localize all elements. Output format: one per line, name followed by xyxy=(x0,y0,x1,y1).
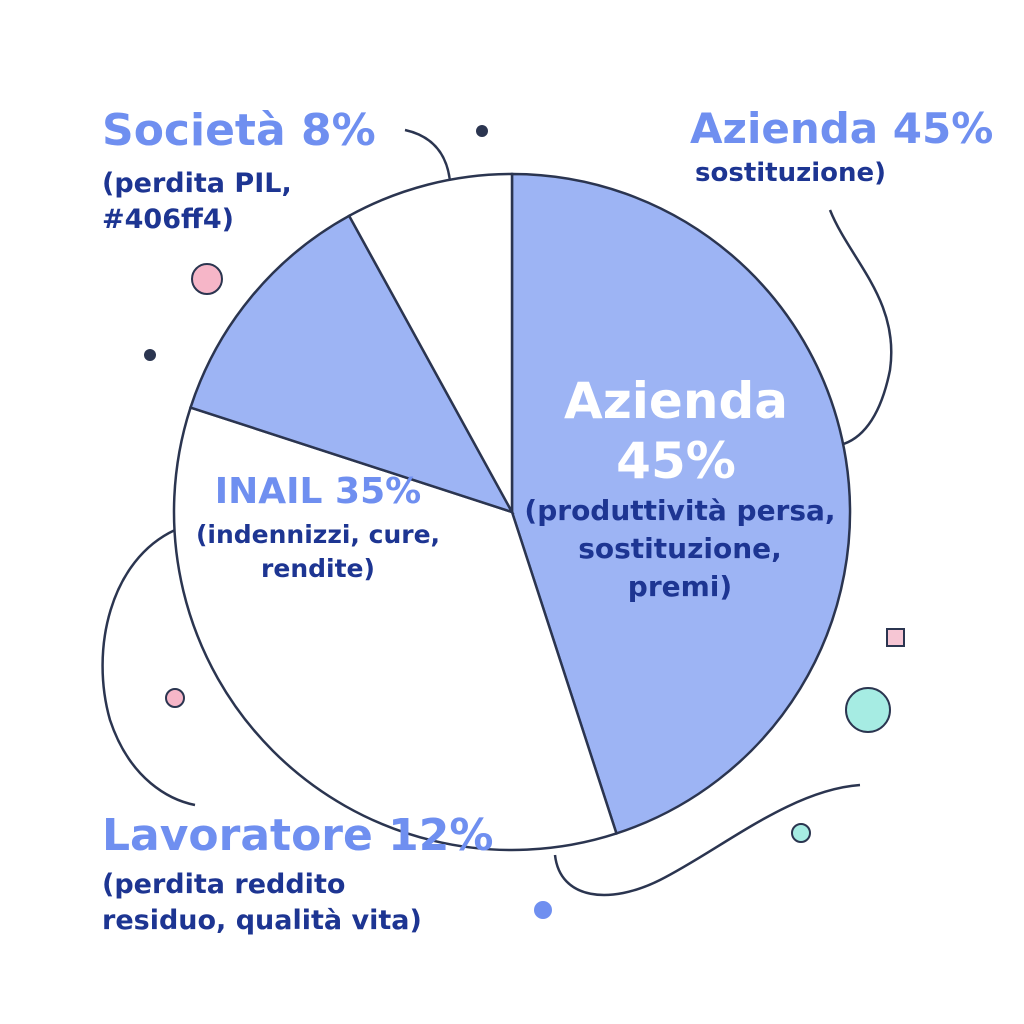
slice-value-label: 35% xyxy=(335,471,421,512)
slice-label: Lavoratore 12% xyxy=(102,810,494,861)
slice-description: (indennizzi, cure, xyxy=(196,520,440,549)
slice-description: (perdita reddito xyxy=(102,869,345,900)
slice-description: sostituzione, xyxy=(578,532,782,565)
pie-slice xyxy=(188,214,515,515)
slice-description: residuo, qualità vita) xyxy=(102,905,422,936)
pie-slice xyxy=(510,172,852,836)
slice-value-label: 45% xyxy=(616,432,736,490)
pie xyxy=(172,172,852,852)
slice-description: (perdita PIL, xyxy=(102,168,292,199)
slice-category: INAIL xyxy=(215,471,323,512)
slice-label: Azienda xyxy=(564,372,788,430)
pie-slice xyxy=(347,172,514,513)
slice-label: Azienda 45% xyxy=(690,104,993,153)
slice-category: Azienda xyxy=(690,104,878,153)
annotation: sostituzione) xyxy=(695,158,886,188)
slice-description: rendite) xyxy=(261,554,375,583)
pie-slice xyxy=(172,405,619,852)
slice-value-label: 45% xyxy=(893,104,994,153)
dots xyxy=(144,125,905,919)
slice-value-label: 12% xyxy=(388,810,493,861)
slice-value-label: 8% xyxy=(301,105,376,156)
slice-label: INAIL 35% xyxy=(215,471,421,512)
slice-label: Società 8% xyxy=(102,105,376,156)
slice-category: Società xyxy=(102,105,286,156)
slice-category: Lavoratore xyxy=(102,810,373,861)
slice-description: #406ff4) xyxy=(102,204,234,235)
slice-description: premi) xyxy=(628,570,732,603)
slice-description: (produttività persa, xyxy=(524,494,835,527)
